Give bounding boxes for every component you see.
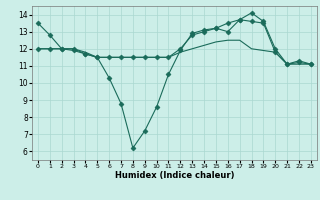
X-axis label: Humidex (Indice chaleur): Humidex (Indice chaleur) <box>115 171 234 180</box>
